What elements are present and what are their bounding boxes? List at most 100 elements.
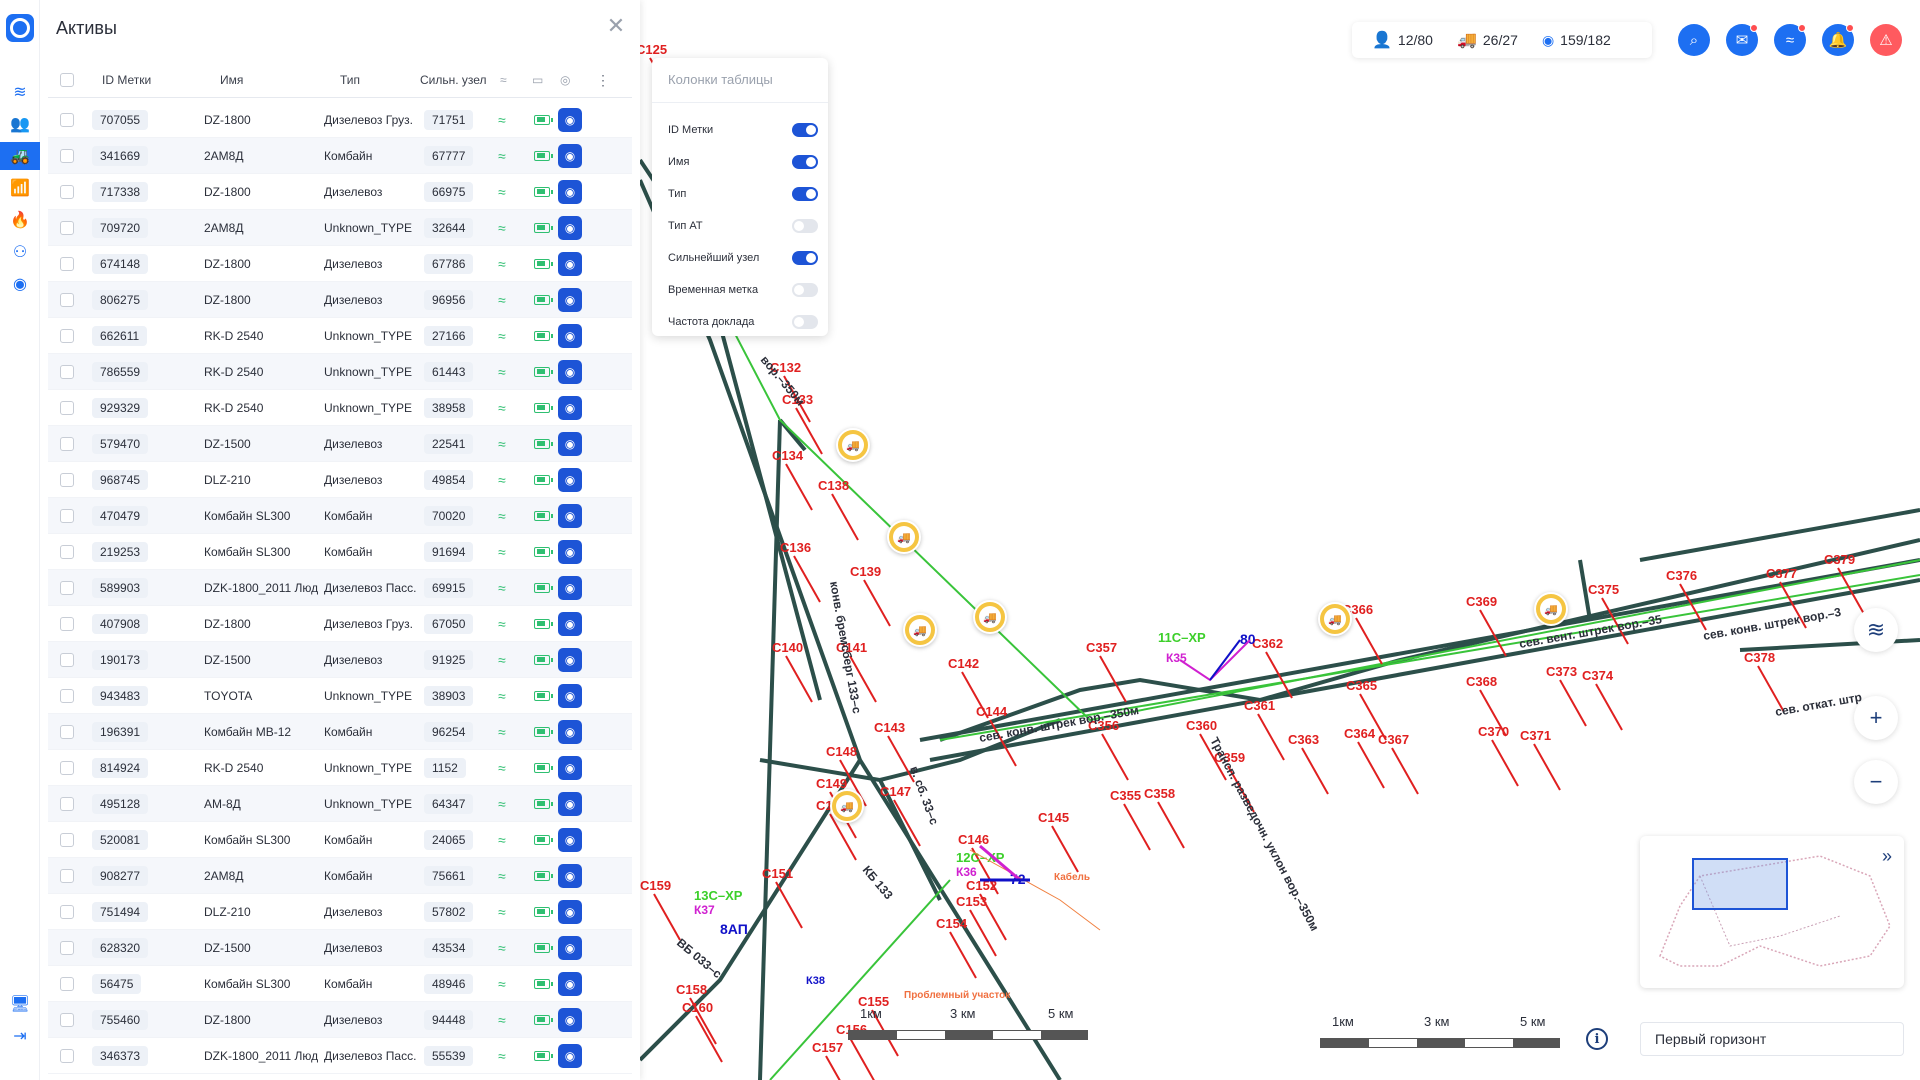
zoom-in-button[interactable]: +: [1854, 696, 1898, 740]
signal-button[interactable]: ◉: [558, 606, 582, 642]
signal-button[interactable]: ◉: [558, 354, 582, 390]
row-checkbox[interactable]: [60, 102, 74, 138]
table-row[interactable]: 806275 DZ-1800 Дизелевоз 96956 ≈ ◉: [48, 282, 632, 318]
table-row[interactable]: 196391 Комбайн МВ-12 Комбайн 96254 ≈ ◉: [48, 714, 632, 750]
layers-button[interactable]: ≋: [1854, 608, 1898, 652]
row-checkbox[interactable]: [60, 894, 74, 930]
row-checkbox[interactable]: [60, 822, 74, 858]
table-row[interactable]: 968745 DLZ-210 Дизелевоз 49854 ≈ ◉: [48, 462, 632, 498]
minimap[interactable]: »: [1640, 836, 1904, 988]
table-row[interactable]: 707055 DZ-1800 Дизелевоз Груз. 71751 ≈ ◉: [48, 102, 632, 138]
mail-button[interactable]: ✉: [1726, 24, 1758, 56]
row-checkbox[interactable]: [60, 678, 74, 714]
row-checkbox[interactable]: [60, 318, 74, 354]
signal-button[interactable]: ◉: [558, 858, 582, 894]
toggle-switch[interactable]: [792, 283, 818, 297]
select-all-checkbox[interactable]: [60, 62, 74, 98]
column-toggle-item[interactable]: Тип АТ: [668, 214, 818, 238]
signal-button[interactable]: ◉: [558, 822, 582, 858]
row-checkbox[interactable]: [60, 462, 74, 498]
close-icon[interactable]: ✕: [606, 13, 626, 38]
bell-button[interactable]: 🔔: [1822, 24, 1854, 56]
column-toggle-item[interactable]: Сильнейший узел: [668, 246, 818, 270]
column-toggle-item[interactable]: Тип: [668, 182, 818, 206]
signal-button[interactable]: ◉: [558, 174, 582, 210]
signal-button[interactable]: ◉: [558, 102, 582, 138]
vehicle-marker[interactable]: 🚚: [1318, 602, 1352, 642]
toggle-switch[interactable]: [792, 123, 818, 137]
row-checkbox[interactable]: [60, 606, 74, 642]
table-row[interactable]: 751494 DLZ-210 Дизелевоз 57802 ≈ ◉: [48, 894, 632, 930]
signal-button[interactable]: ◉: [558, 966, 582, 1002]
row-checkbox[interactable]: [60, 174, 74, 210]
column-toggle-item[interactable]: Имя: [668, 150, 818, 174]
toggle-switch[interactable]: [792, 219, 818, 233]
table-row[interactable]: 346373 DZK-1800_2011 Люд Дизелевоз Пасс.…: [48, 1038, 632, 1074]
signal-button[interactable]: ◉: [558, 750, 582, 786]
table-row[interactable]: 674148 DZ-1800 Дизелевоз 67786 ≈ ◉: [48, 246, 632, 282]
row-checkbox[interactable]: [60, 210, 74, 246]
route-icon[interactable]: ⚇: [12, 244, 28, 261]
row-checkbox[interactable]: [60, 642, 74, 678]
row-checkbox[interactable]: [60, 966, 74, 1002]
vehicle-marker[interactable]: 🚚: [903, 613, 937, 653]
column-header-type[interactable]: Тип: [340, 73, 361, 87]
column-header-id[interactable]: ID Метки: [102, 73, 152, 87]
vehicle-icon[interactable]: 🚜: [0, 142, 40, 170]
signal-button[interactable]: ◉: [558, 930, 582, 966]
vehicle-marker[interactable]: 🚚: [973, 600, 1007, 640]
signal-button[interactable]: ◉: [558, 462, 582, 498]
table-row[interactable]: 520081 Комбайн SL300 Комбайн 24065 ≈ ◉: [48, 822, 632, 858]
table-row[interactable]: 495128 АМ-8Д Unknown_TYPE 64347 ≈ ◉: [48, 786, 632, 822]
signal-button[interactable]: ◉: [558, 714, 582, 750]
signal-button[interactable]: ◉: [558, 1038, 582, 1074]
chevron-right-icon[interactable]: »: [1881, 846, 1892, 866]
fire-icon[interactable]: 🔥: [10, 212, 30, 229]
table-row[interactable]: 589903 DZK-1800_2011 Люд Дизелевоз Пасс.…: [48, 570, 632, 606]
table-row[interactable]: 407908 DZ-1800 Дизелевоз Груз. 67050 ≈ ◉: [48, 606, 632, 642]
row-checkbox[interactable]: [60, 570, 74, 606]
row-checkbox[interactable]: [60, 426, 74, 462]
table-row[interactable]: 470479 Комбайн SL300 Комбайн 70020 ≈ ◉: [48, 498, 632, 534]
table-row[interactable]: 219253 Комбайн SL300 Комбайн 91694 ≈ ◉: [48, 534, 632, 570]
table-row[interactable]: 929329 RK-D 2540 Unknown_TYPE 38958 ≈ ◉: [48, 390, 632, 426]
people-icon[interactable]: 👥: [10, 116, 30, 133]
mine-map[interactable]: С125 С132 С133 С134 С136 С138 С139 С140 С141 С142…: [640, 0, 1920, 1080]
row-checkbox[interactable]: [60, 750, 74, 786]
toggle-switch[interactable]: [792, 155, 818, 169]
row-checkbox[interactable]: [60, 354, 74, 390]
table-row[interactable]: 814924 RK-D 2540 Unknown_TYPE 1152 ≈ ◉: [48, 750, 632, 786]
signal-button[interactable]: ◉: [558, 498, 582, 534]
row-checkbox[interactable]: [60, 714, 74, 750]
signal-button[interactable]: ◉: [558, 426, 582, 462]
signal-button[interactable]: ◉: [558, 1002, 582, 1038]
signal-button[interactable]: ◉: [558, 282, 582, 318]
vehicle-marker[interactable]: 🚚: [1534, 592, 1568, 632]
search-button[interactable]: ⌕: [1678, 24, 1710, 56]
signal-button[interactable]: ◉: [558, 210, 582, 246]
logout-icon[interactable]: ⇥: [13, 1028, 27, 1045]
vehicle-marker[interactable]: 🚚: [887, 520, 921, 560]
layers-icon[interactable]: ≋: [13, 84, 27, 101]
monitor-icon[interactable]: 🖥: [9, 996, 31, 1013]
row-checkbox[interactable]: [60, 1038, 74, 1074]
app-logo[interactable]: [6, 14, 34, 42]
signal-button[interactable]: ◉: [558, 318, 582, 354]
table-row[interactable]: 190173 DZ-1500 Дизелевоз 91925 ≈ ◉: [48, 642, 632, 678]
signal-button[interactable]: ◉: [558, 642, 582, 678]
router-icon[interactable]: 📶: [10, 180, 30, 197]
signal-button[interactable]: ◉: [558, 570, 582, 606]
table-row[interactable]: 786559 RK-D 2540 Unknown_TYPE 61443 ≈ ◉: [48, 354, 632, 390]
table-row[interactable]: 628320 DZ-1500 Дизелевоз 43534 ≈ ◉: [48, 930, 632, 966]
table-row[interactable]: 579470 DZ-1500 Дизелевоз 22541 ≈ ◉: [48, 426, 632, 462]
row-checkbox[interactable]: [60, 534, 74, 570]
toggle-switch[interactable]: [792, 187, 818, 201]
row-checkbox[interactable]: [60, 282, 74, 318]
row-checkbox[interactable]: [60, 858, 74, 894]
table-row[interactable]: 908277 2АМ8Д Комбайн 75661 ≈ ◉: [48, 858, 632, 894]
row-checkbox[interactable]: [60, 390, 74, 426]
signal-button[interactable]: ◉: [558, 390, 582, 426]
row-checkbox[interactable]: [60, 138, 74, 174]
signal-button[interactable]: ◉: [558, 678, 582, 714]
table-row[interactable]: 709720 2АМ8Д Unknown_TYPE 32644 ≈ ◉: [48, 210, 632, 246]
